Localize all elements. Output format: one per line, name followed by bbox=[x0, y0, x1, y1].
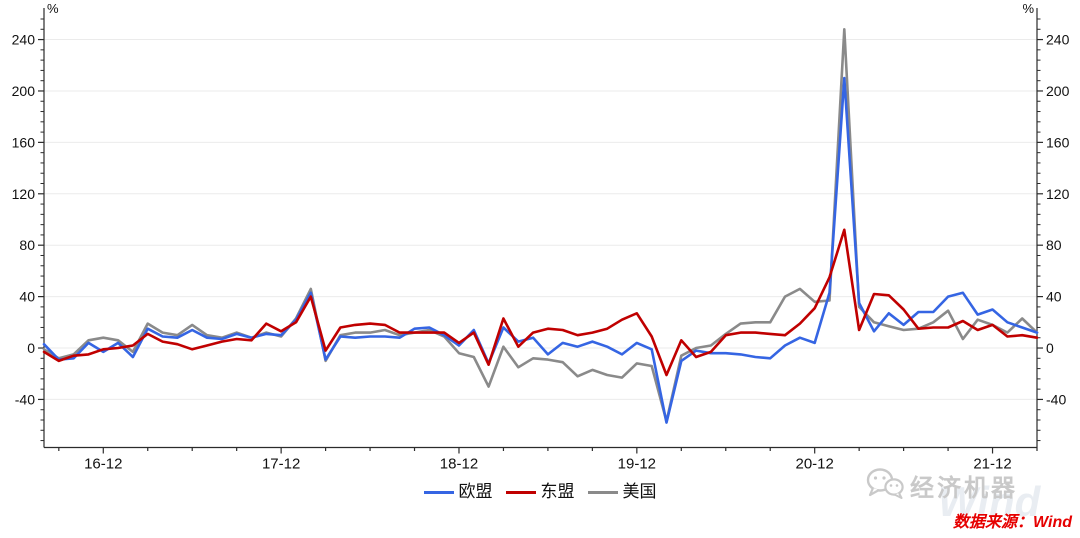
chart-legend: 欧盟 东盟 美国 bbox=[0, 482, 1080, 502]
axis-tick-label: 160 bbox=[12, 134, 36, 150]
axis-tick-label: 0 bbox=[1046, 340, 1054, 356]
axis-tick-label: 16-12 bbox=[84, 456, 122, 473]
axis-tick-label: % bbox=[47, 1, 59, 16]
axis-tick-label: 200 bbox=[1046, 83, 1070, 99]
axis-tick-label: 120 bbox=[1046, 186, 1070, 202]
axis-tick-label: 21-12 bbox=[973, 456, 1011, 473]
wind-watermark: Wind bbox=[938, 478, 1041, 525]
axis-tick-label: 80 bbox=[1046, 237, 1062, 253]
axis-tick-label: % bbox=[1022, 1, 1034, 16]
wechat-icon bbox=[866, 467, 904, 504]
axis-tick-label: 17-12 bbox=[262, 456, 300, 473]
series-line-欧盟 bbox=[42, 76, 1039, 424]
axis-tick-label: 0 bbox=[27, 340, 35, 356]
axis-tick-label: 160 bbox=[1046, 134, 1070, 150]
axis-tick-label: -40 bbox=[15, 391, 35, 407]
brand-name: 经济机器 bbox=[910, 474, 1018, 502]
data-source-note: 数据来源：Wind bbox=[953, 514, 1072, 531]
legend-item: 欧盟 bbox=[423, 482, 493, 502]
axis-tick-label: 240 bbox=[1046, 32, 1070, 48]
axis-tick-label: 240 bbox=[12, 32, 36, 48]
axis-tick-label: 40 bbox=[19, 289, 35, 305]
axis-tick-label: 120 bbox=[12, 186, 36, 202]
legend-swatch bbox=[505, 490, 536, 494]
legend-label: 美国 bbox=[622, 482, 657, 501]
legend-label: 东盟 bbox=[540, 482, 575, 501]
legend-item: 东盟 bbox=[505, 482, 575, 502]
axis-tick-label: 19-12 bbox=[618, 456, 656, 473]
legend-swatch bbox=[587, 490, 618, 494]
axis-tick-label: 20-12 bbox=[795, 456, 833, 473]
axis-tick-label: 18-12 bbox=[440, 456, 478, 473]
legend-swatch bbox=[423, 490, 454, 494]
axis-tick-label: 200 bbox=[12, 83, 36, 99]
series-line-东盟 bbox=[42, 228, 1039, 377]
series-line-美国 bbox=[42, 27, 1039, 423]
legend-item: 美国 bbox=[587, 482, 657, 502]
axis-tick-label: 40 bbox=[1046, 289, 1062, 305]
axis-tick-label: 80 bbox=[19, 237, 35, 253]
brand-badge: 经济机器 bbox=[866, 467, 1080, 504]
axis-tick-label: -40 bbox=[1046, 391, 1066, 407]
legend-label: 欧盟 bbox=[458, 482, 493, 501]
